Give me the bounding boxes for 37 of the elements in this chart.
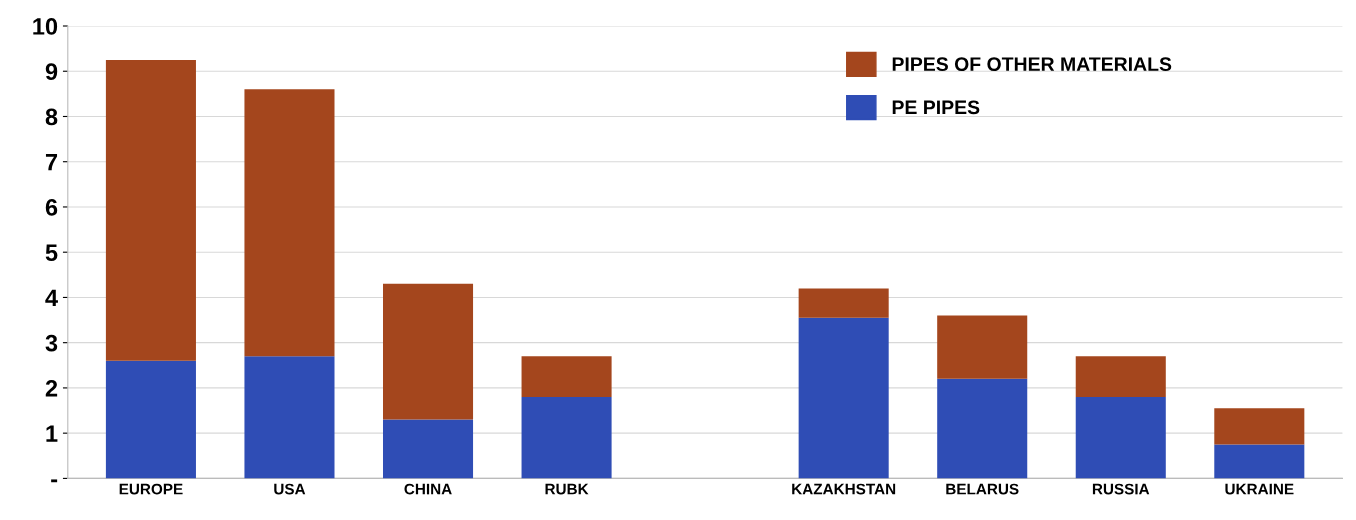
bar (383, 283, 474, 420)
y-tick-label: 2 (45, 379, 58, 397)
bar (105, 360, 196, 479)
bar (798, 288, 889, 318)
bar (798, 317, 889, 479)
bar (1075, 396, 1166, 479)
bar (521, 396, 612, 479)
x-tick-label: KAZAKHSTAN (792, 483, 896, 495)
bar (937, 378, 1028, 479)
y-tick-label: 10 (33, 18, 58, 35)
bar (244, 89, 335, 357)
x-tick-label: RUBK (545, 483, 589, 495)
y-tick-label: 9 (45, 63, 58, 81)
bar (1214, 444, 1305, 479)
x-tick-label: EUROPE (119, 483, 183, 495)
x-tick-label: RUSSIA (1092, 483, 1150, 495)
y-tick-label: 6 (45, 199, 58, 216)
y-tick-label: 4 (45, 289, 58, 306)
y-tick-label: 3 (45, 334, 58, 352)
bar (244, 356, 335, 479)
x-tick-label: BELARUS (946, 483, 1019, 495)
bar (1075, 356, 1166, 397)
x-tick-label: USA (274, 483, 306, 495)
bar (383, 419, 474, 479)
bar (521, 356, 612, 397)
legend-label: PIPES OF OTHER MATERIALS (892, 57, 1172, 72)
y-tick-label: - (51, 479, 58, 483)
x-tick-label: UKRAINE (1225, 483, 1294, 495)
y-tick-label: 5 (45, 244, 58, 261)
y-tick-label: 7 (45, 154, 58, 171)
bar (1214, 408, 1305, 445)
bar (937, 315, 1028, 379)
legend-label: PE PIPES (892, 100, 980, 115)
x-tick-label: CHINA (404, 483, 452, 495)
y-tick-label: 8 (45, 108, 58, 126)
bar (105, 59, 196, 361)
y-tick-label: 1 (46, 425, 58, 442)
